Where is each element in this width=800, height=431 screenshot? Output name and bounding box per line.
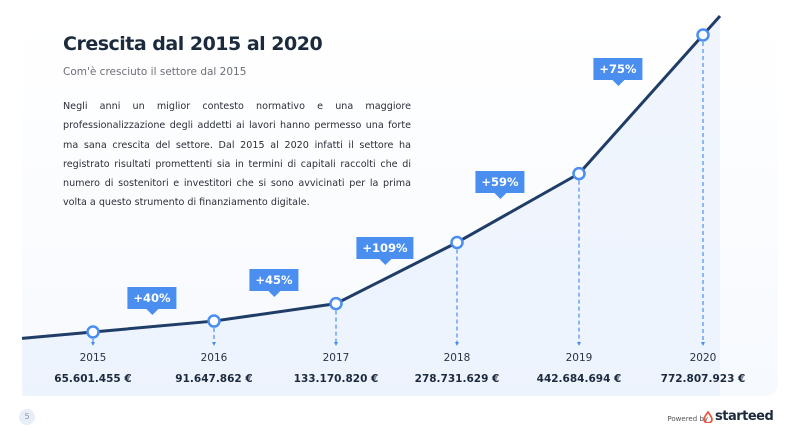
growth-callout: +45% — [249, 269, 299, 297]
value-label: 65.601.455 € — [54, 373, 132, 385]
data-point-2020 — [696, 28, 710, 42]
x-tick-label: 2016 — [200, 352, 228, 364]
drop-arrow-icon — [577, 342, 581, 346]
page-number: 5 — [19, 409, 35, 425]
growth-callout: +109% — [356, 237, 414, 265]
data-point-2017 — [329, 296, 343, 311]
value-label: 772.807.923 € — [660, 373, 746, 385]
drop-arrow-icon — [701, 342, 705, 346]
drop-arrow-icon — [455, 342, 459, 346]
x-tick-label: 2020 — [689, 352, 717, 364]
drop-arrow-icon — [91, 342, 95, 346]
value-label: 133.170.820 € — [293, 373, 379, 385]
x-tick-label: 2018 — [443, 352, 471, 364]
brand-name: starteed — [715, 409, 774, 424]
data-point-2016 — [207, 314, 221, 328]
data-point-2019 — [572, 166, 586, 181]
value-label: 442.684.694 € — [536, 373, 622, 385]
powered-by-label: Powered by — [667, 415, 708, 423]
x-tick-label: 2015 — [79, 352, 107, 364]
growth-callout: +40% — [127, 287, 177, 315]
value-label: 278.731.629 € — [414, 373, 500, 385]
growth-callout: +59% — [475, 171, 525, 199]
page-title: Crescita dal 2015 al 2020 — [63, 33, 323, 55]
drop-arrow-icon — [334, 342, 338, 346]
series-line — [21, 14, 722, 340]
data-point-2015 — [86, 325, 100, 339]
area-fill — [22, 15, 720, 397]
x-tick-label: 2017 — [322, 352, 350, 364]
value-label: 91.647.862 € — [175, 373, 253, 385]
description-text: Negli anni un miglior contesto normativo… — [63, 101, 411, 209]
page-subtitle: Com'è cresciuto il settore dal 2015 — [63, 66, 247, 78]
x-tick-label: 2019 — [565, 352, 593, 364]
data-point-2018 — [450, 235, 464, 250]
growth-callout: +75% — [593, 58, 643, 86]
drop-arrow-icon — [212, 342, 216, 346]
starteed-logo-icon — [703, 411, 713, 423]
